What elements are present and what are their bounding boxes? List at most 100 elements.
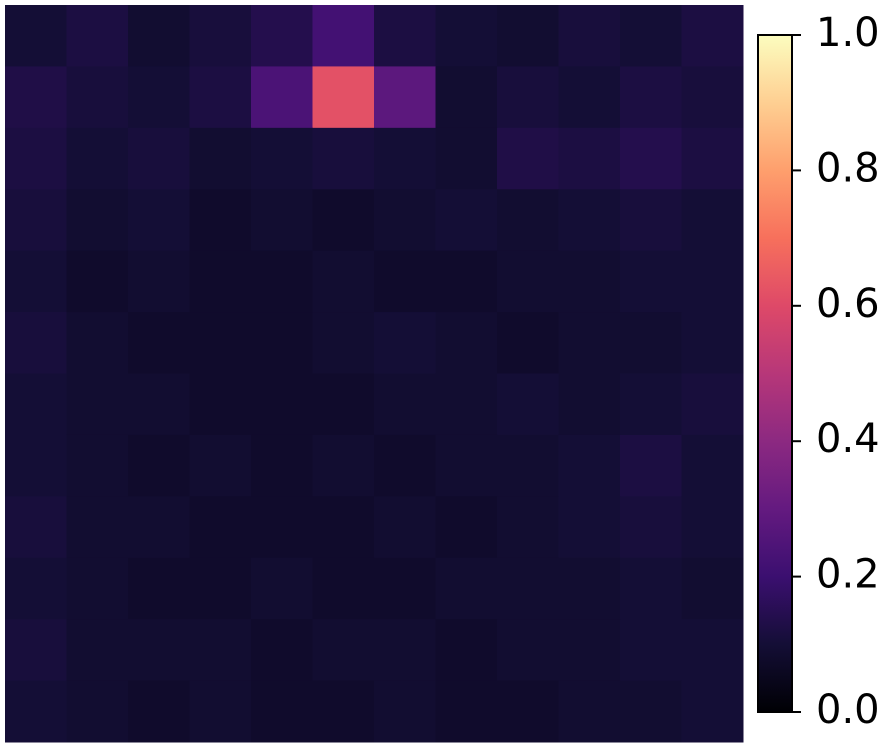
- colorbar: [757, 34, 793, 713]
- heatmap-cell: [312, 373, 375, 436]
- heatmap-cell: [435, 189, 498, 252]
- heatmap-cell: [312, 5, 375, 67]
- heatmap-cell: [189, 557, 252, 620]
- heatmap-cell: [558, 434, 621, 497]
- heatmap-cell: [435, 250, 498, 313]
- heatmap-cell: [558, 5, 621, 67]
- heatmap-cell: [558, 557, 621, 620]
- heatmap-cell: [558, 127, 621, 190]
- heatmap-cell: [251, 434, 313, 497]
- heatmap-cell: [251, 5, 313, 67]
- heatmap-cell: [620, 434, 682, 497]
- heatmap-cell: [620, 66, 682, 129]
- heatmap-cell: [251, 680, 313, 743]
- heatmap-cell: [620, 680, 682, 743]
- heatmap-cell: [497, 127, 559, 190]
- heatmap-cell: [558, 496, 621, 559]
- heatmap-cell: [189, 5, 252, 67]
- heatmap-cell: [66, 5, 129, 67]
- heatmap-cell: [374, 619, 436, 682]
- heatmap-cell: [558, 619, 621, 682]
- heatmap-cell: [312, 312, 375, 374]
- heatmap-cell: [681, 557, 744, 620]
- heatmap-cell: [128, 189, 190, 252]
- heatmap-cell: [681, 373, 744, 436]
- heatmap-cell: [5, 250, 67, 313]
- heatmap-cell: [558, 373, 621, 436]
- heatmap-cell: [251, 373, 313, 436]
- heatmap-cell: [312, 189, 375, 252]
- heatmap-cell: [189, 619, 252, 682]
- heatmap-cell: [497, 5, 559, 67]
- heatmap-cell: [558, 680, 621, 743]
- heatmap-cell: [66, 434, 129, 497]
- colorbar-tick-label: 0.6: [816, 281, 880, 327]
- heatmap-cell: [681, 434, 744, 497]
- heatmap-cell: [128, 619, 190, 682]
- heatmap-cell: [5, 5, 67, 67]
- heatmap-cell: [312, 496, 375, 559]
- heatmap-cell: [251, 619, 313, 682]
- heatmap-cell: [66, 250, 129, 313]
- heatmap-cell: [435, 127, 498, 190]
- heatmap-cell: [189, 127, 252, 190]
- heatmap-cell: [5, 619, 67, 682]
- heatmap-cell: [620, 496, 682, 559]
- heatmap-cell: [251, 496, 313, 559]
- heatmap-cell: [435, 619, 498, 682]
- heatmap-cell: [497, 557, 559, 620]
- heatmap-cell: [189, 496, 252, 559]
- heatmap-cell: [251, 557, 313, 620]
- heatmap-cell: [620, 619, 682, 682]
- heatmap-cell: [681, 189, 744, 252]
- colorbar-tick-label: 0.8: [816, 145, 880, 191]
- heatmap-cell: [497, 434, 559, 497]
- heatmap-cell: [620, 189, 682, 252]
- heatmap-cell: [5, 680, 67, 743]
- heatmap-cell: [620, 312, 682, 374]
- heatmap-cell: [312, 434, 375, 497]
- heatmap-cell: [681, 66, 744, 129]
- heatmap-cell: [128, 680, 190, 743]
- heatmap-cell: [251, 189, 313, 252]
- heatmap-cell: [66, 189, 129, 252]
- heatmap-cell: [5, 434, 67, 497]
- heatmap-cell: [374, 496, 436, 559]
- heatmap-cell: [189, 66, 252, 129]
- heatmap-cell: [374, 312, 436, 374]
- heatmap-cell: [5, 66, 67, 129]
- heatmap-cell: [251, 127, 313, 190]
- heatmap-cell: [5, 496, 67, 559]
- heatmap-cell: [374, 680, 436, 743]
- heatmap-cell: [374, 189, 436, 252]
- heatmap-cell: [435, 312, 498, 374]
- heatmap-cell: [620, 127, 682, 190]
- heatmap-cell: [558, 66, 621, 129]
- heatmap-cell: [312, 66, 375, 129]
- heatmap-cell: [374, 434, 436, 497]
- heatmap-cell: [374, 66, 436, 129]
- heatmap-cell: [66, 66, 129, 129]
- colorbar-tick-label: 0.0: [816, 687, 880, 733]
- heatmap-cell: [189, 312, 252, 374]
- heatmap-cell: [251, 250, 313, 313]
- heatmap-cell: [189, 434, 252, 497]
- heatmap-cell: [558, 189, 621, 252]
- heatmap-cell: [128, 127, 190, 190]
- heatmap-cell: [5, 557, 67, 620]
- heatmap-cell: [312, 680, 375, 743]
- heatmap-cell: [312, 127, 375, 190]
- heatmap-cell: [435, 434, 498, 497]
- heatmap-cell: [374, 127, 436, 190]
- heatmap-cell: [497, 312, 559, 374]
- heatmap-cell: [435, 373, 498, 436]
- heatmap-cell: [5, 312, 67, 374]
- heatmap-cell: [128, 434, 190, 497]
- heatmap-cell: [128, 250, 190, 313]
- heatmap-cell: [435, 557, 498, 620]
- heatmap-cell: [189, 250, 252, 313]
- heatmap-cell: [128, 496, 190, 559]
- heatmap-cell: [681, 5, 744, 67]
- heatmap-cell: [189, 189, 252, 252]
